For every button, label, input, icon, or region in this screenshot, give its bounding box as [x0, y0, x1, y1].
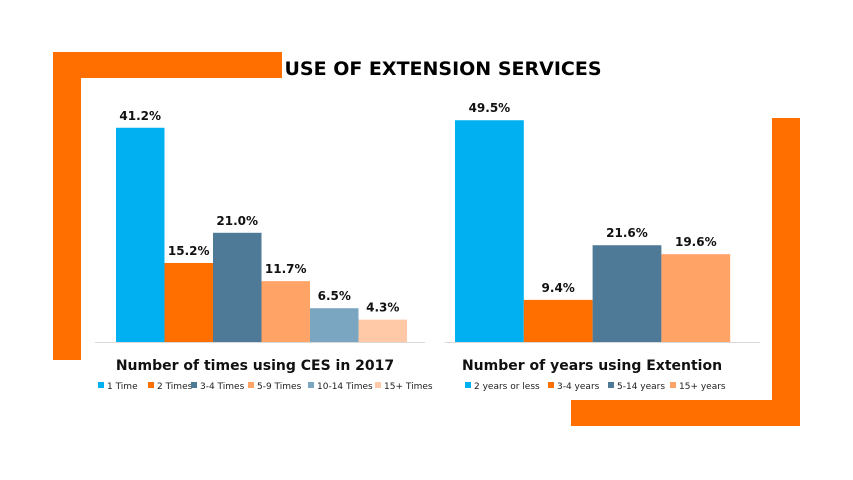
chart-title: Number of times using CES in 2017 [116, 358, 394, 374]
bar-15-times [358, 319, 407, 342]
legend-swatch [308, 382, 314, 388]
frame-bottom-right [571, 400, 800, 426]
legend-entry: 15+ years [679, 382, 726, 392]
legend-swatch [465, 382, 471, 388]
bar-15-years [661, 254, 731, 342]
data-label: 11.7% [265, 262, 307, 276]
bar-3-4-years [523, 299, 593, 342]
legend-entry: 10-14 Times [317, 382, 373, 392]
legend-swatch [248, 382, 254, 388]
legend-swatch [191, 382, 197, 388]
legend-swatch [148, 382, 154, 388]
main-title: USE OF EXTENSION SERVICES [284, 58, 601, 80]
legend-entry: 15+ Times [384, 382, 433, 392]
data-label: 21.6% [606, 226, 648, 240]
data-label: 49.5% [469, 101, 511, 115]
legend-entry: 1 Time [107, 382, 138, 392]
bar-5-9-times [261, 281, 310, 342]
data-label: 19.6% [675, 235, 717, 249]
legend-entry: 2 years or less [474, 382, 540, 392]
bar-10-14-times [310, 308, 359, 342]
chart-title: Number of years using Extention [462, 358, 722, 374]
data-label: 41.2% [119, 109, 161, 123]
legend-entry: 3-4 years [557, 382, 600, 392]
data-label: 15.2% [168, 244, 210, 258]
bar-1-time [116, 127, 165, 342]
legend-entry: 5-14 years [617, 382, 665, 392]
legend-entry: 3-4 Times [200, 382, 245, 392]
frame-right [772, 118, 800, 426]
legend-entry: 5-9 Times [257, 382, 302, 392]
bar-2-years-or-less [455, 120, 524, 343]
data-label: 4.3% [366, 301, 399, 315]
legend-swatch [608, 382, 614, 388]
data-label: 6.5% [318, 289, 351, 303]
frame-left [53, 52, 81, 360]
data-label: 21.0% [216, 214, 258, 228]
legend-swatch [670, 382, 676, 388]
frame-top-left [53, 52, 282, 78]
bar-2-times [164, 262, 213, 342]
legend-swatch [375, 382, 381, 388]
bar-5-14-years [592, 245, 662, 342]
data-label: 9.4% [542, 281, 575, 295]
legend-entry: 2 Times [157, 382, 193, 392]
legend-swatch [548, 382, 554, 388]
legend-swatch [98, 382, 104, 388]
bar-3-4-times [213, 232, 262, 342]
